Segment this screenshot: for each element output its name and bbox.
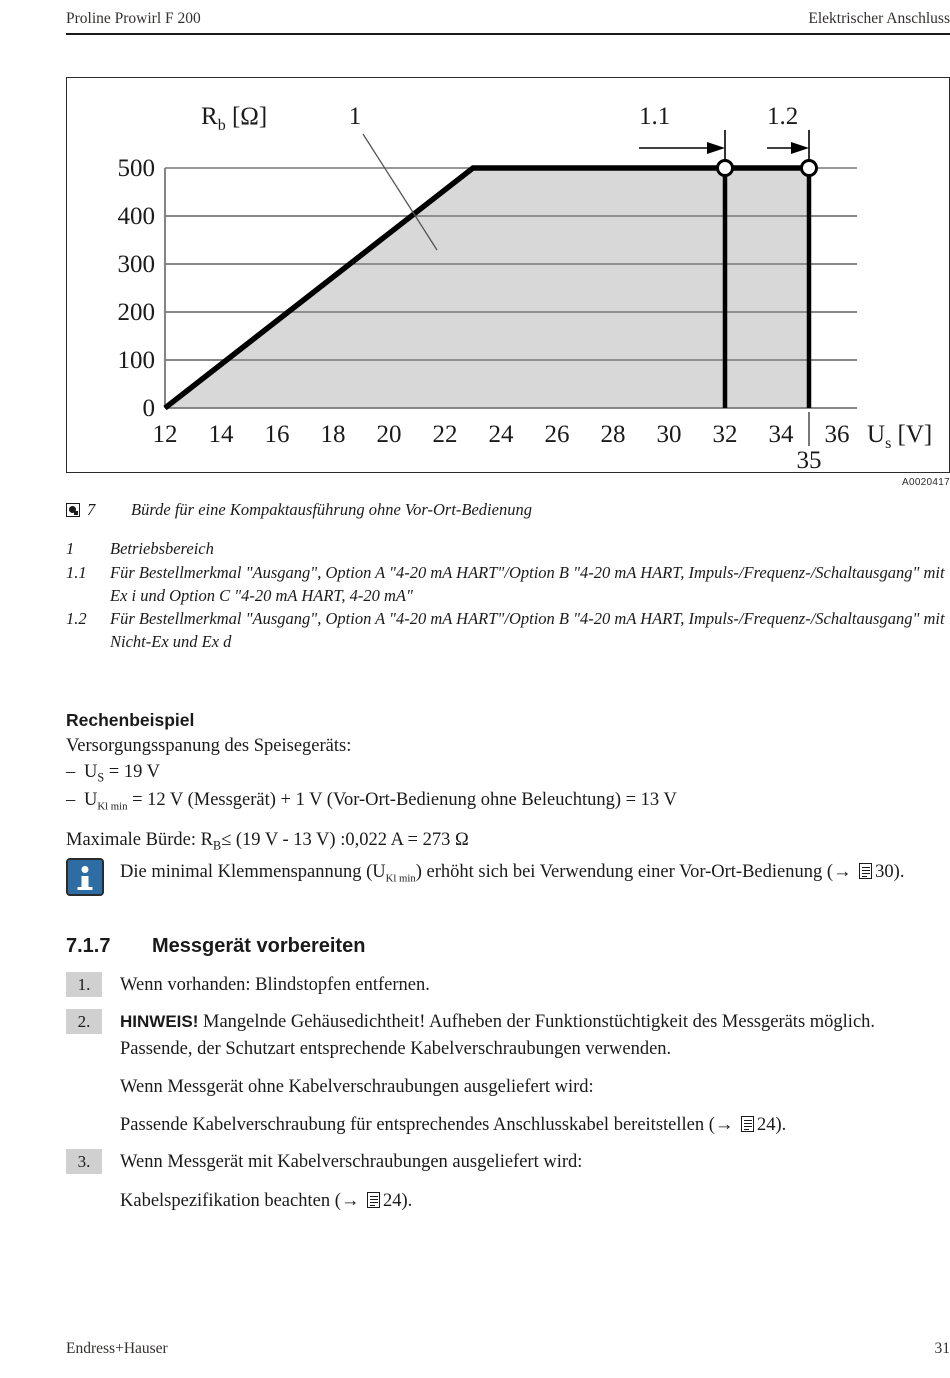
example-line-text: UKl min = 12 V (Messgerät) + 1 V (Vor-Or… [84,790,677,813]
page-header: Proline Prowirl F 200 Elektrischer Ansch… [66,10,950,28]
figure-legend: 1 Betriebsbereich 1.1 Für Bestellmerkmal… [66,538,950,655]
document-reference-icon [367,1191,380,1208]
svg-text:24: 24 [489,421,515,448]
document-reference-icon [859,863,873,879]
svg-text:34: 34 [769,421,795,448]
svg-text:16: 16 [265,421,290,448]
document-reference-icon [741,1116,755,1133]
svg-text:26: 26 [545,421,570,448]
burden-chart-svg: Rb [Ω] 500 400 300 200 100 0 12 14 16 18… [118,103,933,472]
example-section: Rechenbeispiel Versorgungsspanung des Sp… [66,708,950,855]
example-result: Maximale Bürde: RB≤ (19 V - 13 V) :0,022… [66,830,469,853]
legend-item: 1 Betriebsbereich [66,538,950,561]
info-note-text: Die minimal Klemmenspannung (UKl min) er… [120,862,905,885]
step-number: 2. [66,1009,102,1035]
step-paragraph: Wenn vorhanden: Blindstopfen entfernen. [120,975,430,995]
svg-text:0: 0 [143,395,156,422]
figure-code: A0020417 [901,477,950,488]
chapter-heading: 7.1.7 Messgerät vorbereiten [66,935,950,958]
notice-lead: HINWEIS! [120,1012,199,1032]
svg-text:200: 200 [118,299,156,326]
svg-text:30: 30 [657,421,682,448]
svg-text:22: 22 [433,421,458,448]
svg-text:300: 300 [118,251,156,278]
burden-curve [163,165,809,411]
legend-key: 1.1 [66,562,87,582]
operating-range-area [165,168,809,408]
footer-page-number: 31 [934,1340,950,1357]
legend-text: Betriebsbereich [110,539,214,558]
step-paragraph: Wenn Messgerät ohne Kabelverschraubungen… [120,1076,594,1097]
marker-circle-35v [800,159,818,177]
step-item: 1. Wenn vorhanden: Blindstopfen entferne… [66,972,950,998]
legend-key: 1.2 [66,609,87,629]
page-footer: Endress+Hauser 31 [66,1340,950,1358]
legend-item: 1.2 Für Bestellmerkmal "Ausgang", Option… [66,608,950,654]
svg-text:20: 20 [377,421,402,448]
callout-label-1: 1 [349,103,362,130]
legend-text: Für Bestellmerkmal "Ausgang", Option A "… [110,562,945,605]
svg-text:28: 28 [601,421,626,448]
bullet-dash: – [66,762,76,783]
step-body: HINWEIS! Mangelnde Gehäusedichtheit! Auf… [120,1009,950,1138]
example-line-us: – US = 19 V [66,759,950,787]
dimension-arrow-1-2 [767,142,809,154]
y-axis-label: Rb [Ω] [201,103,267,134]
svg-text:32: 32 [713,421,738,448]
step-paragraph: Kabelspezifikation beachten (→ 24). [120,1190,413,1211]
svg-text:36: 36 [825,421,850,448]
chapter-number: 7.1.7 [66,935,111,957]
step-paragraph: Passende Kabelverschraubung für entsprec… [120,1115,787,1136]
figure-caption-text: Bürde für eine Kompaktausführung ohne Vo… [131,500,532,519]
step-list: 1. Wenn vorhanden: Blindstopfen entferne… [66,972,950,1225]
step-body: Wenn vorhanden: Blindstopfen entfernen. [120,972,950,998]
svg-text:400: 400 [118,203,156,230]
step-number: 3. [66,1149,102,1175]
marker-circle-30v [716,159,734,177]
example-line-uklmin: – UKl min = 12 V (Messgerät) + 1 V (Vor-… [66,787,950,815]
legend-item: 1.1 Für Bestellmerkmal "Ausgang", Option… [66,562,950,608]
callout-leader-1 [362,133,438,251]
figure-marker-icon [66,503,80,517]
step-number: 1. [66,972,102,997]
bullet-dash: – [66,790,76,811]
svg-text:500: 500 [118,155,156,182]
figure-burden-chart: Rb [Ω] 500 400 300 200 100 0 12 14 16 18… [66,77,950,473]
footer-company: Endress+Hauser [66,1340,168,1357]
example-line-text: US = 19 V [84,762,161,785]
x-tick-label-35: 35 [797,447,822,472]
example-intro: Versorgungsspanung des Speisegeräts: [66,735,352,756]
y-tick-labels: 500 400 300 200 100 0 [118,155,156,422]
legend-text: Für Bestellmerkmal "Ausgang", Option A "… [110,609,945,652]
svg-text:18: 18 [321,421,346,448]
callout-label-1-1: 1.1 [639,103,670,130]
chapter-title: Messgerät vorbereiten [152,935,366,957]
step-body: Wenn Messgerät mit Kabelverschraubungen … [120,1149,950,1214]
example-heading: Rechenbeispiel [66,710,195,730]
svg-text:14: 14 [209,421,235,448]
x-axis-label: Us [V] [867,421,932,452]
step-item: 2. HINWEIS! Mangelnde Gehäusedichtheit! … [66,1009,950,1138]
legend-key: 1 [66,539,75,558]
step-paragraph: HINWEIS! Mangelnde Gehäusedichtheit! Auf… [120,1012,876,1059]
header-divider [66,33,950,35]
step-paragraph: Wenn Messgerät mit Kabelverschraubungen … [120,1152,583,1173]
dimension-arrow-1-1 [639,142,725,154]
info-icon [66,858,104,896]
figure-number: 7 [87,500,96,519]
svg-text:100: 100 [118,347,156,374]
callout-label-1-2: 1.2 [767,103,798,130]
header-document-title: Proline Prowirl F 200 [66,10,201,27]
svg-text:12: 12 [153,421,178,448]
x-tick-labels: 12 14 16 18 20 22 24 26 28 30 32 34 36 [153,421,850,448]
chart-gridlines-overlay [165,215,857,361]
info-note: Die minimal Klemmenspannung (UKl min) er… [66,858,950,896]
step-item: 3. Wenn Messgerät mit Kabelverschraubung… [66,1149,950,1214]
figure-caption: 7 Bürde für eine Kompaktausführung ohne … [66,500,950,520]
header-section-title: Elektrischer Anschluss [808,10,950,27]
